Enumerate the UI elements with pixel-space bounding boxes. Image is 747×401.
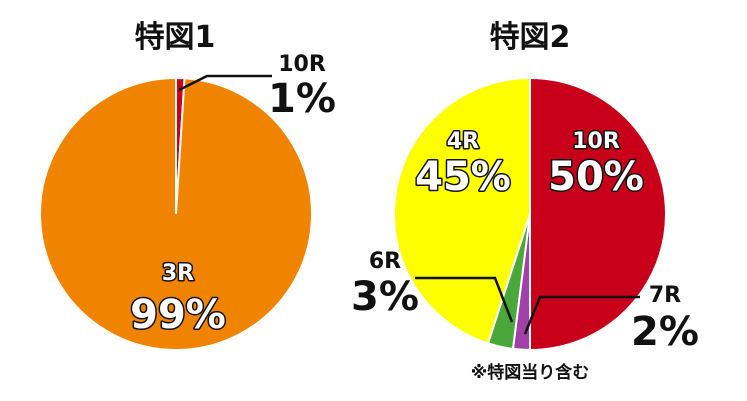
chart2-slice-7r-value: 2% [631,309,699,355]
chart2-slice-6r-value: 3% [351,274,419,320]
chart2-slice-10r-value: 50% [548,154,644,200]
chart1-slice-3r-value: 99% [130,292,226,338]
chart2-slice-4r-label: 4R [447,129,479,154]
chart1-title: 特図1 [135,20,216,55]
chart2-slice-7r-label: 7R [649,283,681,308]
chart2-slice-10r-label: 10R [572,129,620,154]
chart1-slice-3r-label: 3R [162,261,194,286]
chart1-slice-10r-value: 1% [268,76,336,122]
chart2-note: ※特図当り含む [471,362,590,383]
chart1-slice-10r-label: 10R [278,52,326,77]
pie-chart-2 [394,78,666,350]
chart2-title: 特図2 [490,20,571,55]
chart2-slice-4r-value: 45% [415,154,511,200]
chart2-slice-6r-label: 6R [369,249,401,274]
